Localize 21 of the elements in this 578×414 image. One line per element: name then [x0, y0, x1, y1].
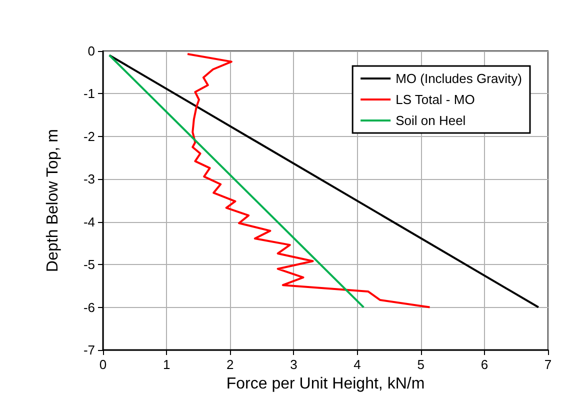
legend-label: MO (Includes Gravity): [396, 71, 522, 86]
y-tick-label: -2: [83, 128, 95, 144]
x-tick-label: 1: [162, 357, 170, 372]
x-tick-label: 7: [544, 357, 552, 372]
y-tick-label: 0: [88, 44, 95, 58]
y-tick-label: -4: [83, 214, 95, 230]
y-tick-label: -1: [83, 86, 95, 102]
x-tick-label: 4: [354, 357, 361, 372]
x-tick-label: 2: [226, 357, 234, 372]
x-tick-label: 0: [99, 357, 107, 372]
y-tick-label: -7: [83, 342, 95, 358]
y-tick-label: -3: [83, 172, 95, 187]
legend-label: LS Total - MO: [396, 92, 475, 107]
x-axis-title: Force per Unit Height, kN/m: [226, 375, 425, 392]
x-tick-label: 3: [290, 357, 298, 372]
x-tick-label: 5: [417, 357, 424, 372]
x-tick-label: 6: [480, 357, 488, 372]
y-tick-label: -6: [83, 300, 95, 315]
legend-label: Soil on Heel: [396, 113, 466, 128]
y-tick-label: -5: [83, 257, 95, 272]
y-axis-title: Depth Below Top, m: [44, 129, 62, 272]
